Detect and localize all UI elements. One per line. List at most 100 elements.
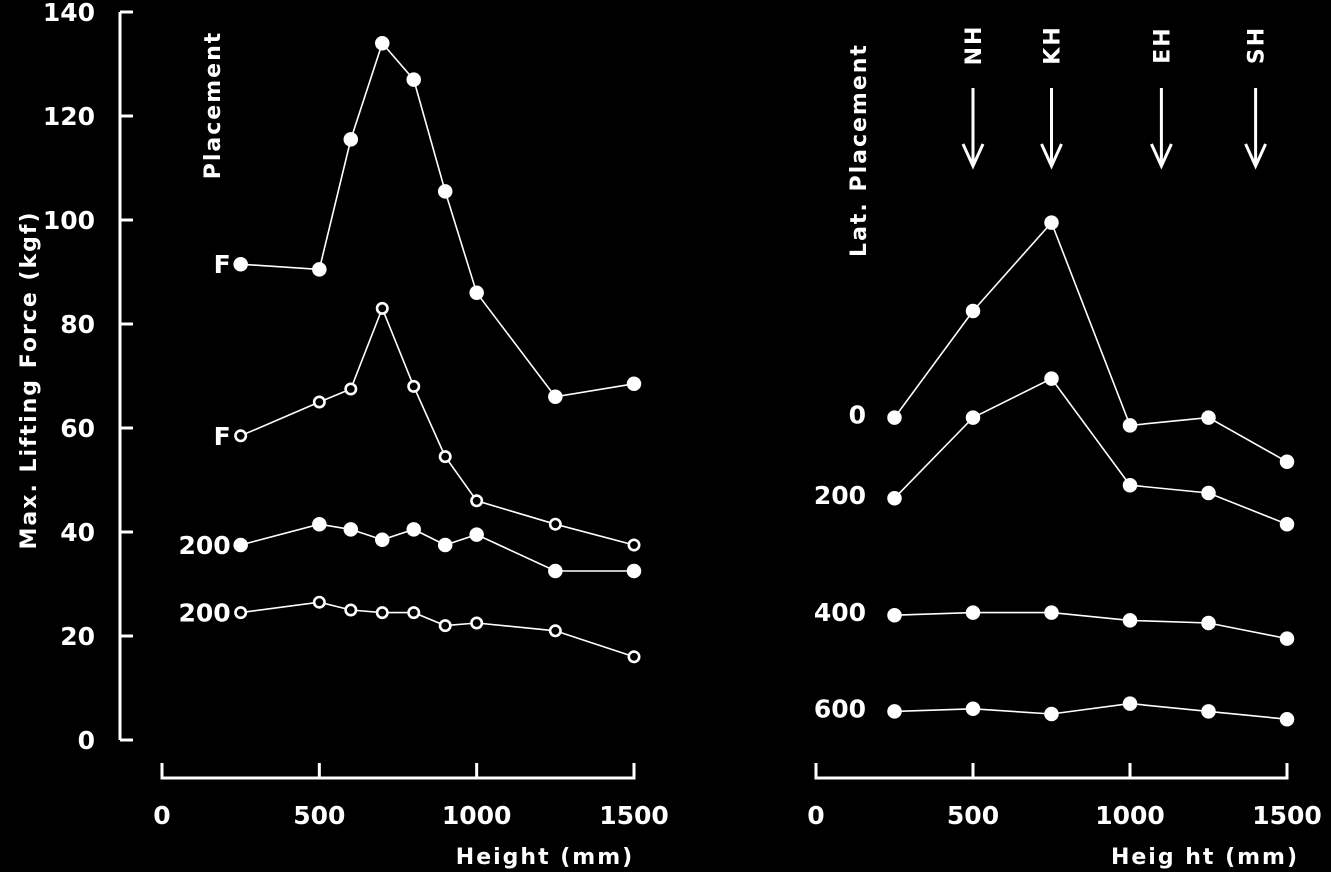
right-x-tick-label: 0 (807, 801, 824, 830)
right-series-label: 0 (849, 401, 866, 430)
left-data-point (407, 379, 421, 393)
left-x-tick-label: 500 (293, 801, 345, 830)
left-data-point (437, 537, 453, 553)
reference-arrow-label: KH (1041, 25, 1066, 64)
left-data-point (548, 517, 562, 531)
right-x-axis-title: Heig ht (mm) (1111, 845, 1299, 870)
reference-arrow-label: NH (962, 25, 987, 66)
left-data-point (548, 389, 563, 405)
right-x-tick-label: 1000 (1095, 801, 1165, 830)
reference-arrow-down-icon (1040, 88, 1063, 170)
right-data-point (1279, 454, 1295, 470)
right-data-point (1201, 704, 1216, 719)
left-data-point (233, 537, 248, 553)
left-data-point (312, 262, 327, 277)
left-x-axis-title: Height (mm) (456, 845, 634, 870)
left-data-point (626, 563, 642, 579)
reference-arrow-label: EH (1150, 26, 1175, 63)
left-placement-label: Placement (201, 31, 226, 180)
right-data-point (1122, 696, 1138, 711)
reference-arrow-down-icon (1244, 88, 1267, 170)
right-data-point (1201, 485, 1216, 501)
right-series-line (893, 377, 1288, 525)
right-series-line (894, 611, 1288, 640)
right-data-point (887, 704, 902, 719)
left-data-point (438, 450, 452, 464)
left-data-point (343, 132, 359, 147)
right-series-label: 600 (814, 694, 866, 723)
left-data-point (343, 522, 359, 537)
left-y-tick-label: 100 (43, 206, 95, 235)
right-data-point (1279, 711, 1295, 727)
left-x-tick-label: 0 (153, 801, 170, 830)
left-data-point (406, 522, 421, 537)
left-data-point (407, 606, 421, 620)
left-data-point (344, 382, 358, 396)
left-data-point (312, 516, 327, 532)
left-data-point (344, 603, 358, 617)
left-data-point (375, 606, 389, 620)
left-y-tick-label: 20 (60, 622, 95, 651)
right-data-point (1201, 410, 1216, 425)
left-data-point (438, 619, 452, 633)
left-data-point (406, 72, 421, 87)
left-y-tick-label: 40 (60, 518, 95, 547)
right-data-point (1122, 477, 1138, 493)
left-y-tick-label: 60 (60, 414, 95, 443)
right-x-tick-label: 1500 (1252, 801, 1322, 830)
right-series-label: 200 (814, 481, 866, 510)
left-y-tick-label: 80 (60, 310, 95, 339)
left-data-point (470, 616, 484, 630)
left-series-label: 200 (178, 599, 230, 628)
left-data-point (375, 35, 390, 51)
right-data-point (965, 605, 981, 620)
left-x-tick-label: 1500 (599, 801, 669, 830)
right-series-label: 400 (814, 598, 866, 627)
right-data-point (1122, 418, 1138, 433)
left-data-point (437, 184, 453, 199)
right-data-point (1279, 516, 1295, 532)
left-y-axis-title: Max. Lifting Force (kgf) (17, 211, 42, 550)
left-series-label: F (214, 422, 231, 451)
right-series-line (893, 221, 1288, 463)
left-data-point (470, 494, 484, 508)
right-data-point (1201, 615, 1216, 631)
right-data-point (887, 607, 902, 623)
left-data-point (312, 395, 326, 409)
left-series-group: F F 200 200 (178, 35, 642, 664)
left-data-point (548, 624, 562, 638)
right-data-point (1044, 706, 1059, 722)
left-x-tick-label: 1000 (442, 801, 512, 830)
right-y-axis-title: Lat. Placement (847, 43, 872, 257)
left-data-point (469, 285, 484, 301)
left-data-point (627, 650, 641, 664)
left-series-label: 200 (178, 531, 230, 560)
left-data-point (626, 376, 642, 392)
left-y-tick-label: 140 (43, 0, 95, 27)
right-x-tick-label: 500 (947, 801, 999, 830)
right-data-point (887, 410, 902, 425)
right-data-point (1044, 371, 1059, 386)
left-axes: 0 20 40 60 80 100 120 140 0 500 1000 1500 (43, 0, 669, 830)
right-series-group: 0 200 400 600 (814, 215, 1295, 727)
right-reference-arrows: NH KH EH SH (961, 25, 1270, 170)
left-y-tick-label: 120 (43, 102, 95, 131)
reference-arrow-down-icon (961, 88, 985, 170)
left-data-point (312, 595, 326, 609)
left-data-point (375, 532, 390, 548)
reference-arrow-label: SH (1245, 26, 1270, 64)
right-data-point (965, 410, 981, 425)
right-axes: 0 500 1000 1500 (807, 763, 1322, 830)
right-data-point (887, 490, 902, 506)
left-data-point (375, 301, 389, 315)
left-data-point (469, 527, 484, 542)
right-data-point (1044, 605, 1059, 620)
right-data-point (1044, 215, 1059, 230)
right-series-line (894, 702, 1288, 720)
right-data-point (965, 701, 981, 717)
left-data-point (548, 563, 563, 579)
right-data-point (1122, 613, 1138, 628)
left-data-point (234, 606, 248, 620)
